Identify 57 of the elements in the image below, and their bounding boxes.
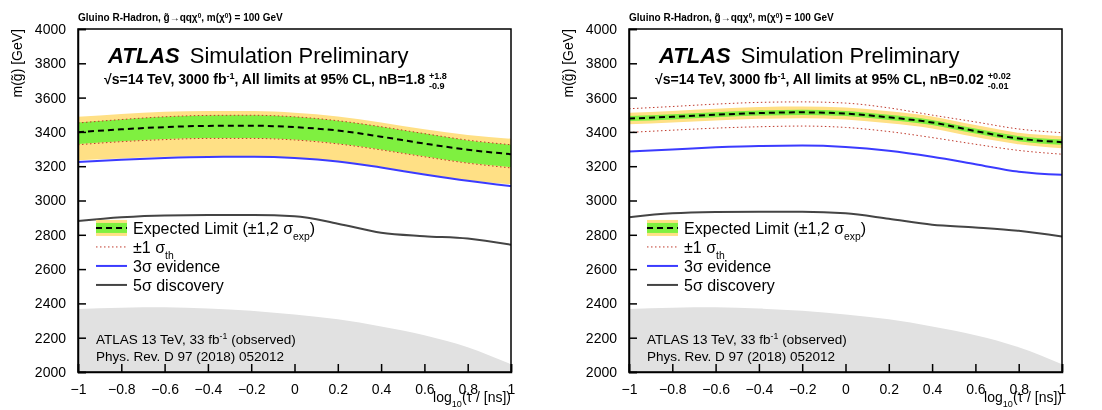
y-tick-label: 2200	[34, 329, 67, 346]
y-tick-label: 3400	[34, 123, 67, 140]
x-tick-label: −0.4	[194, 380, 223, 397]
annotation: ATLAS	[107, 43, 181, 68]
y-tick-label: 2800	[585, 226, 618, 243]
annotation: ATLAS	[658, 43, 732, 68]
annotation: ATLAS 13 TeV, 33 fb$^{-1}$ (observed)	[96, 331, 296, 347]
y-tick-label: 2000	[585, 363, 618, 380]
annotation: Simulation Preliminary	[740, 43, 960, 68]
x-tick-label: −0.6	[702, 380, 731, 397]
x-tick-label: −1	[621, 380, 638, 397]
y-tick-label: 4000	[34, 20, 67, 37]
annotation: ATLAS 13 TeV, 33 fb$^{-1}$ (observed)	[647, 331, 847, 347]
y-tick-label: 2200	[585, 329, 618, 346]
x-tick-label: −1	[70, 380, 87, 397]
x-tick-label: 0.4	[922, 380, 943, 397]
line-series	[629, 144, 1062, 176]
annotation: Phys. Rev. D 97 (2018) 052012	[96, 349, 285, 364]
y-tick-label: 3200	[585, 158, 618, 175]
annotation: Phys. Rev. D 97 (2018) 052012	[647, 349, 836, 364]
x-tick-label: 0.6	[966, 380, 986, 397]
line-series	[78, 155, 511, 188]
x-tick-label: 0.2	[328, 380, 349, 397]
chart-title: Gluino R-Hadron, g̃→qqχ$^{0}$, m(χ$^{0}$) = 100 GeV	[629, 11, 834, 23]
y-axis-title: m(g̃) [GeV]	[560, 29, 576, 98]
y-tick-label: 2600	[34, 261, 67, 278]
y-tick-label: 3000	[34, 192, 67, 209]
y-tick-label: 2800	[34, 226, 67, 243]
annotation: Simulation Preliminary	[189, 43, 409, 68]
legend-label: 5σ discovery	[684, 276, 775, 294]
y-tick-label: 2000	[34, 363, 67, 380]
x-tick-label: −0.2	[788, 380, 817, 397]
y-tick-label: 2600	[585, 261, 618, 278]
y-tick-label: 3200	[34, 158, 67, 175]
x-tick-label: −0.4	[745, 380, 774, 397]
y-tick-label: 4000	[585, 20, 618, 37]
y-tick-label: 3600	[585, 89, 618, 106]
y-tick-label: 3400	[585, 123, 618, 140]
x-tick-label: −0.8	[107, 380, 136, 397]
x-tick-label: 0.6	[415, 380, 435, 397]
y-tick-label: 3000	[585, 192, 618, 209]
y-tick-label: 2400	[585, 295, 618, 312]
y-axis-title: m(g̃) [GeV]	[9, 29, 25, 98]
x-tick-label: 0.2	[879, 380, 900, 397]
y-tick-label: 3800	[585, 55, 618, 72]
y-tick-label: 3800	[34, 55, 67, 72]
x-tick-label: −0.6	[151, 380, 180, 397]
x-tick-label: −0.2	[237, 380, 266, 397]
x-tick-label: −0.8	[658, 380, 687, 397]
y-tick-label: 2400	[34, 295, 67, 312]
y-tick-label: 3600	[34, 89, 67, 106]
x-tick-label: 0	[842, 380, 851, 397]
x-tick-label: 0.4	[371, 380, 392, 397]
legend-label: 5σ discovery	[133, 276, 224, 294]
x-tick-label: 0	[291, 380, 300, 397]
chart-title: Gluino R-Hadron, g̃→qqχ$^{0}$, m(χ$^{0}$) = 100 GeV	[78, 11, 283, 23]
line-series	[78, 114, 511, 146]
